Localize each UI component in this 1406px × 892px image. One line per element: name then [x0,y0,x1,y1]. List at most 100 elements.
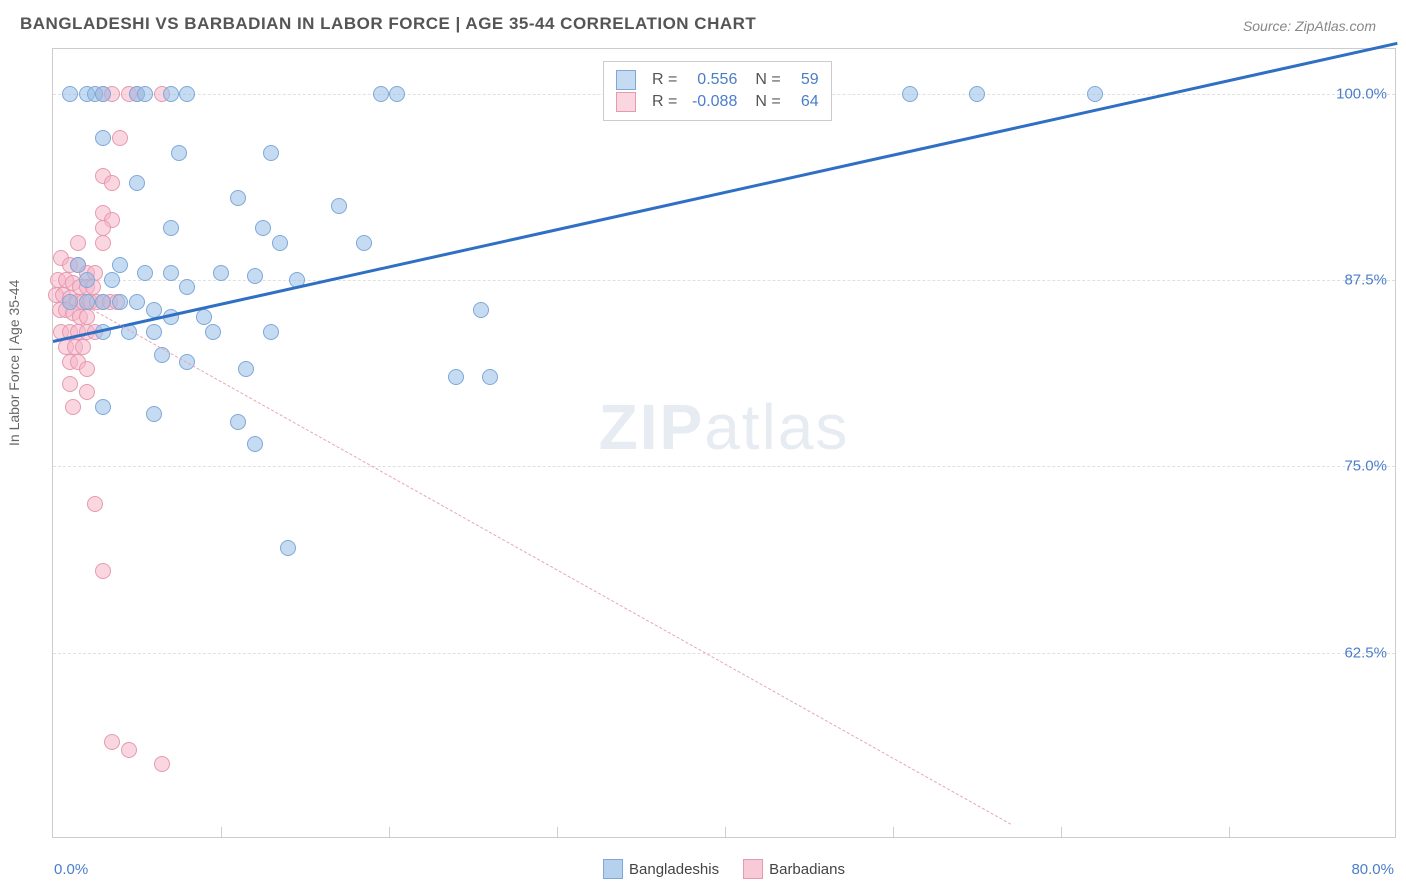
data-point [95,130,111,146]
data-point [79,361,95,377]
x-tick-mark [1061,827,1062,837]
x-tick-mark [1229,827,1230,837]
data-point [154,756,170,772]
chart-title: BANGLADESHI VS BARBADIAN IN LABOR FORCE … [20,14,756,34]
gridline [53,653,1395,654]
chart-source: Source: ZipAtlas.com [1243,18,1376,34]
data-point [1087,86,1103,102]
data-point [482,369,498,385]
data-point [95,399,111,415]
data-point [230,414,246,430]
stat-n-label: N = [755,93,780,111]
data-point [163,86,179,102]
data-point [356,235,372,251]
data-point [129,294,145,310]
data-point [79,272,95,288]
stat-r-label: R = [652,71,677,89]
data-point [331,198,347,214]
legend-label: Barbadians [769,861,845,878]
data-point [137,265,153,281]
x-tick-mark [221,827,222,837]
stat-n-value: 64 [791,93,819,111]
data-point [272,235,288,251]
bottom-legend: Bangladeshis Barbadians [603,859,845,879]
data-point [79,384,95,400]
data-point [163,265,179,281]
data-point [121,742,137,758]
data-point [902,86,918,102]
x-tick-mark [725,827,726,837]
data-point [230,190,246,206]
data-point [146,406,162,422]
data-point [263,324,279,340]
plot-area: ZIPatlas 100.0% 87.5% 75.0% 62.5% R = 0.556 N… [52,48,1396,838]
data-point [75,339,91,355]
x-tick-mark [557,827,558,837]
data-point [112,294,128,310]
data-point [112,257,128,273]
data-point [389,86,405,102]
gridline [53,466,1395,467]
data-point [179,279,195,295]
stat-r-value: -0.088 [687,93,737,111]
data-point [247,268,263,284]
data-point [87,496,103,512]
data-point [62,376,78,392]
x-max-label: 80.0% [1351,861,1394,878]
stat-n-label: N = [755,71,780,89]
x-min-label: 0.0% [54,861,88,878]
data-point [79,309,95,325]
data-point [179,86,195,102]
legend-swatch [603,859,623,879]
data-point [65,399,81,415]
data-point [104,272,120,288]
data-point [373,86,389,102]
data-point [62,86,78,102]
stats-row: R = -0.088 N = 64 [616,92,819,112]
data-point [137,86,153,102]
stat-n-value: 59 [791,71,819,89]
legend-item: Bangladeshis [603,859,719,879]
data-point [104,175,120,191]
legend-swatch [616,92,636,112]
stats-legend: R = 0.556 N = 59 R = -0.088 N = 64 [603,61,832,121]
data-point [146,324,162,340]
data-point [255,220,271,236]
data-point [95,220,111,236]
data-point [171,145,187,161]
y-tick-label: 75.0% [1344,458,1387,475]
legend-swatch [616,70,636,90]
chart-header: BANGLADESHI VS BARBADIAN IN LABOR FORCE … [0,0,1406,40]
y-tick-label: 87.5% [1344,272,1387,289]
data-point [247,436,263,452]
stats-row: R = 0.556 N = 59 [616,70,819,90]
x-tick-mark [389,827,390,837]
y-tick-label: 62.5% [1344,644,1387,661]
data-point [213,265,229,281]
data-point [448,369,464,385]
data-point [969,86,985,102]
data-point [163,220,179,236]
legend-item: Barbadians [743,859,845,879]
data-point [238,361,254,377]
legend-label: Bangladeshis [629,861,719,878]
x-axis-row: 0.0% Bangladeshis Barbadians 80.0% [52,854,1396,884]
y-tick-label: 100.0% [1336,85,1387,102]
y-axis-label: In Labor Force | Age 35-44 [6,280,22,446]
stat-r-label: R = [652,93,677,111]
data-point [95,235,111,251]
data-point [104,734,120,750]
data-point [95,86,111,102]
data-point [196,309,212,325]
watermark: ZIPatlas [599,390,850,464]
data-point [473,302,489,318]
trend-line [53,288,1011,825]
data-point [280,540,296,556]
data-point [95,294,111,310]
data-point [95,563,111,579]
data-point [129,175,145,191]
data-point [205,324,221,340]
x-tick-mark [893,827,894,837]
data-point [112,130,128,146]
stat-r-value: 0.556 [687,71,737,89]
